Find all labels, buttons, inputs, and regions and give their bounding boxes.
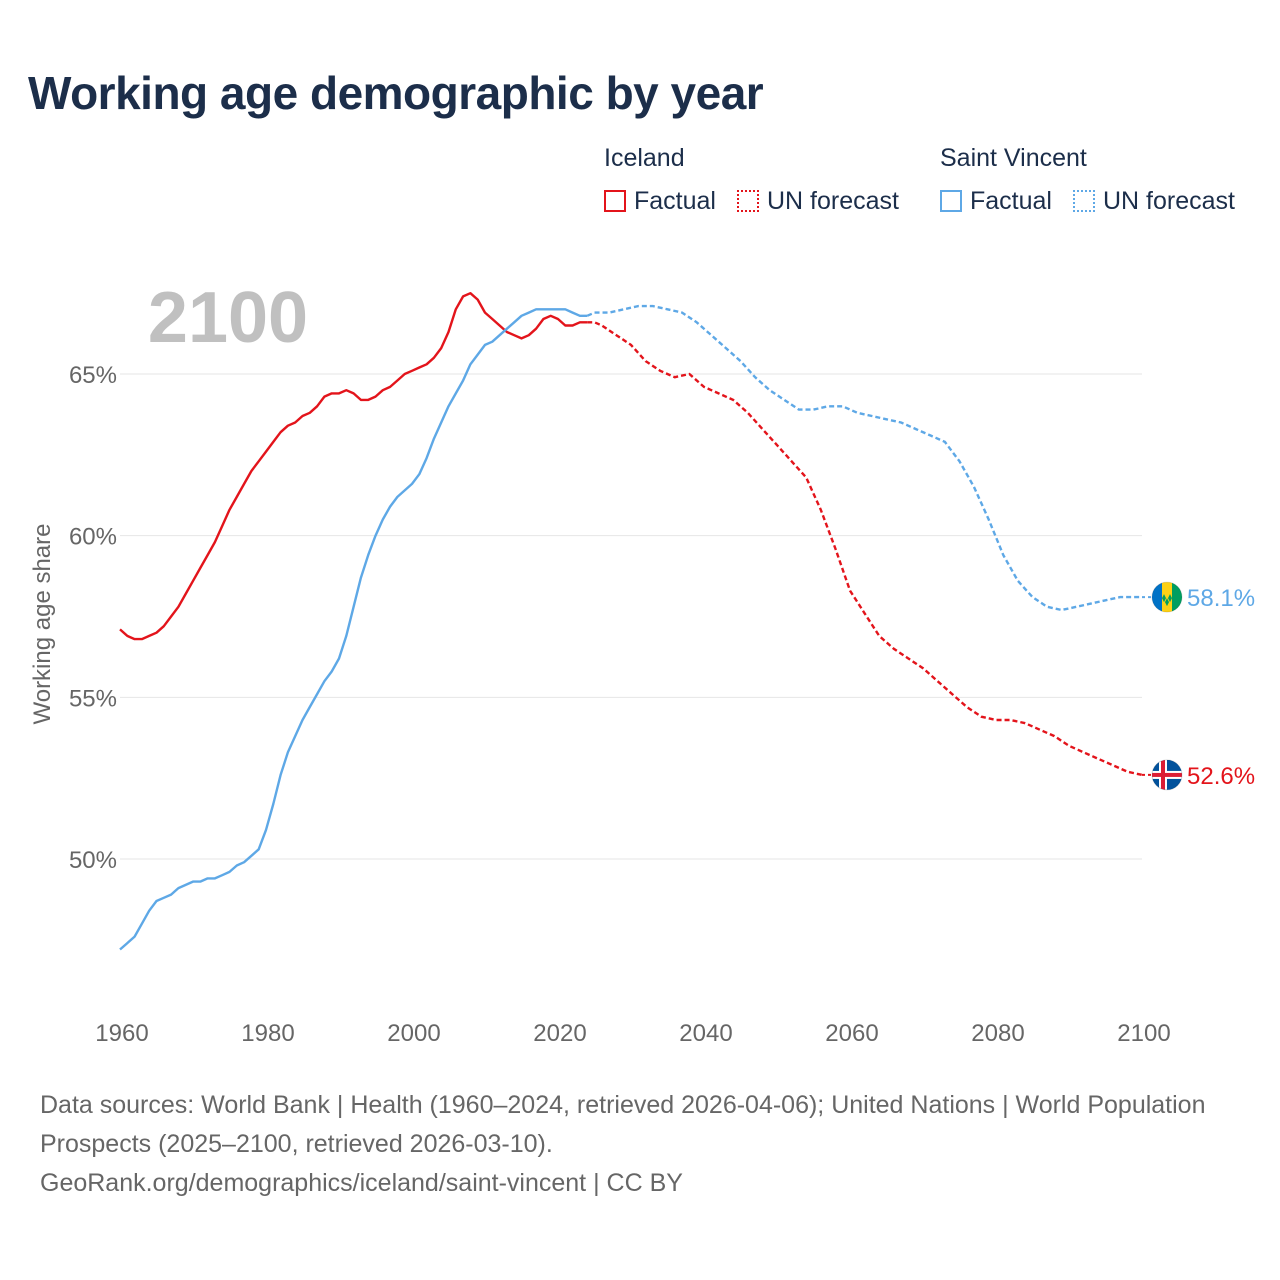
x-tick-label: 2080: [971, 1020, 1024, 1047]
y-tick-label: 60%: [69, 524, 117, 551]
legend-label: Factual: [634, 186, 716, 215]
x-tick-label: 2000: [387, 1020, 440, 1047]
legend-group-saint-vincent: Saint Vincent: [940, 144, 1087, 172]
legend-swatch-dotted: [737, 190, 759, 212]
legend-iceland-factual[interactable]: Factual: [604, 185, 716, 217]
legend-swatch-dotted: [1073, 190, 1095, 212]
saint-vincent-end-label: 58.1%: [1187, 585, 1255, 612]
legend-saint-vincent-forecast[interactable]: UN forecast: [1073, 185, 1235, 217]
legend-label: UN forecast: [767, 186, 899, 215]
saint-vincent-factual-line[interactable]: [119, 308, 588, 951]
legend-saint-vincent-factual[interactable]: Factual: [940, 185, 1052, 217]
y-tick-label: 65%: [69, 362, 117, 389]
y-axis-title: Working age share: [29, 524, 56, 725]
legend-swatch-solid: [604, 190, 626, 212]
chart-title: Working age demographic by year: [28, 67, 764, 119]
y-tick-label: 55%: [69, 685, 117, 712]
legend-swatch-solid: [940, 190, 962, 212]
legend-label: UN forecast: [1103, 186, 1235, 215]
footer-sources: Data sources: World Bank | Health (1960–…: [40, 1091, 1206, 1158]
x-tick-label: 1960: [95, 1020, 148, 1047]
saint-vincent-forecast-line[interactable]: [586, 304, 1142, 612]
line-chart: 2100 Working age share 50% 55% 60% 65% 1960…: [29, 278, 1255, 1047]
x-tick-label: 2060: [825, 1020, 878, 1047]
x-tick-label: 2040: [679, 1020, 732, 1047]
saint-vincent-flag-icon: [1151, 581, 1183, 613]
x-tick-label: 2020: [533, 1020, 586, 1047]
x-tick-label: 2100: [1117, 1020, 1170, 1047]
legend-group-iceland: Iceland: [604, 144, 685, 172]
legend-iceland-forecast[interactable]: UN forecast: [737, 185, 899, 217]
legend-label: Factual: [970, 186, 1052, 215]
iceland-factual-line[interactable]: [119, 292, 588, 641]
y-tick-label: 50%: [69, 847, 117, 874]
iceland-forecast-line[interactable]: [587, 321, 1143, 777]
iceland-end-label: 52.6%: [1187, 763, 1255, 790]
x-tick-label: 1980: [241, 1020, 294, 1047]
chart-footer: Data sources: World Bank | Health (1960–…: [40, 1086, 1220, 1203]
current-year-watermark: 2100: [148, 278, 308, 358]
iceland-flag-icon: [1151, 759, 1183, 791]
footer-attribution[interactable]: GeoRank.org/demographics/iceland/saint-v…: [40, 1169, 683, 1197]
